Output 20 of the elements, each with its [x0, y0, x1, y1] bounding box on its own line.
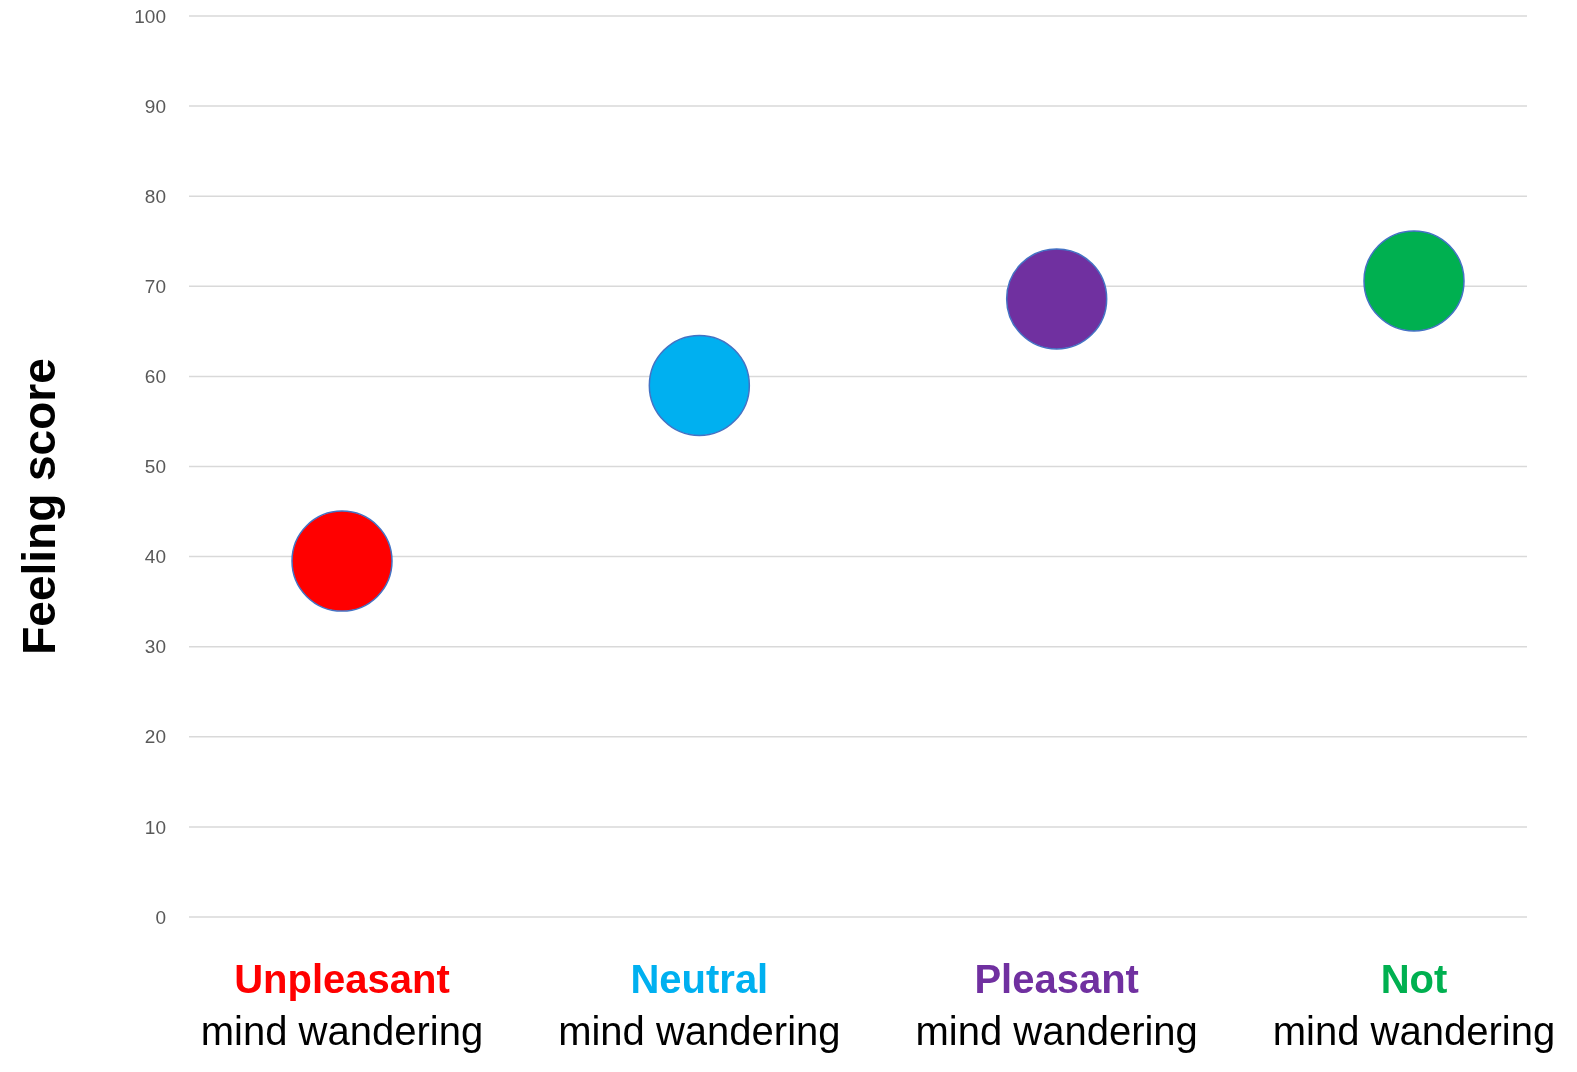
x-tick-label: Not mind wandering	[1272, 957, 1556, 1053]
y-tick-label: 20	[144, 726, 166, 748]
y-tick-label: 40	[144, 546, 166, 568]
y-tick-label: 70	[144, 275, 166, 297]
x-tick-label: Neutral mind wandering	[558, 957, 841, 1053]
y-tick-label: 90	[144, 95, 166, 117]
y-tick-label: 0	[155, 906, 166, 928]
y-tick-label: 60	[144, 366, 166, 388]
x-tick-label: Unpleasant mind wandering	[200, 957, 484, 1053]
y-tick-label: 80	[144, 185, 166, 207]
y-tick-label: 100	[134, 5, 166, 27]
y-axis-title: Feeling score	[13, 358, 65, 655]
x-tick-label: Pleasant mind wandering	[915, 957, 1198, 1053]
point	[291, 510, 393, 612]
point	[648, 334, 751, 437]
point	[1005, 248, 1108, 350]
point	[1363, 230, 1465, 332]
y-tick-label: 50	[144, 456, 166, 478]
y-tick-label: 10	[144, 816, 166, 838]
y-tick-label: 30	[144, 636, 166, 658]
